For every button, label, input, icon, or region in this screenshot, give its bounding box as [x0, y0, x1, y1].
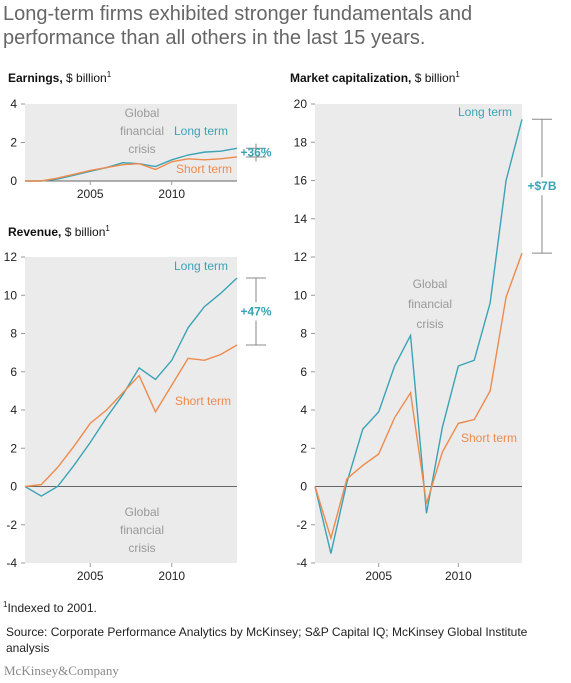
- footnote: 1Indexed to 2001.: [3, 600, 97, 615]
- market_cap-crisis-annotation: Global: [413, 277, 448, 291]
- revenue-xtick-label: 2010: [158, 569, 185, 583]
- footnote-text: Indexed to 2001.: [7, 601, 97, 615]
- earnings-ytick-label: 2: [10, 136, 17, 150]
- earnings-chart: 0 2 4 2005 2010 Global financial crisis Long ter…: [10, 97, 272, 201]
- revenue-title: Revenue, $ billion1: [8, 224, 110, 239]
- market_cap-series-label-long-term: Long term: [458, 105, 512, 119]
- market_cap-ytick-label: 12: [294, 250, 308, 264]
- revenue-series-label-short-term: Short term: [175, 394, 231, 408]
- revenue-ytick-label: 12: [4, 250, 18, 264]
- revenue-chart: -4 -2 0 2 4 6 8 10 12 2005 2010 Global financial cris…: [4, 250, 272, 583]
- market_cap-plot-background: [315, 104, 522, 563]
- market_cap-crisis-annotation: financial: [408, 297, 452, 311]
- revenue-ytick-label: 6: [10, 365, 17, 379]
- revenue-ytick-label: 8: [10, 327, 17, 341]
- market_cap-xtick-label: 2010: [445, 569, 472, 583]
- earnings-series-label-long-term: Long term: [174, 124, 228, 138]
- market_cap-ytick-label: 20: [294, 97, 308, 111]
- revenue-delta-label: +47%: [240, 305, 271, 319]
- revenue-crisis-annotation: Global: [125, 505, 160, 519]
- market_cap-ytick-label: -2: [296, 518, 307, 532]
- market_cap-ytick-label: 6: [300, 365, 307, 379]
- market_cap-ytick-label: -4: [296, 556, 307, 570]
- footnote-marker: 1: [3, 600, 8, 609]
- revenue-ytick-label: -2: [6, 518, 17, 532]
- earnings-ytick-label: 4: [10, 97, 17, 111]
- market-cap-chart: -4 -2 0 2 4 6 8 10 12 14 16 18 20 2005 2010 Global finan…: [294, 97, 557, 583]
- earnings-title: Earnings, $ billion1: [8, 70, 111, 85]
- market_cap-series-short-term-line: [314, 252, 523, 541]
- market_cap-ytick-label: 0: [300, 480, 307, 494]
- market_cap-ytick-label: 4: [300, 403, 307, 417]
- market_cap-ytick-label: 16: [294, 174, 308, 188]
- revenue-ytick-label: 0: [10, 480, 17, 494]
- earnings-crisis-annotation: Global: [125, 106, 160, 120]
- earnings-series-label-short-term: Short term: [176, 162, 232, 176]
- market_cap-ytick-label: 8: [300, 327, 307, 341]
- market_cap-ytick-label: 10: [294, 288, 308, 302]
- market_cap-crisis-annotation: crisis: [416, 317, 443, 331]
- earnings-ytick-label: 0: [10, 174, 17, 188]
- revenue-crisis-annotation: financial: [120, 523, 164, 537]
- page-headline: Long-term firms exhibited stronger funda…: [3, 3, 473, 49]
- revenue-series-long-term-line: [24, 277, 238, 497]
- earnings-series-long-term-line: [25, 147, 238, 182]
- revenue-crisis-annotation: crisis: [128, 541, 155, 555]
- earnings-series-short-term-line: [25, 156, 238, 182]
- earnings-xtick-label: 2005: [77, 187, 104, 201]
- revenue-xtick-label: 2005: [77, 569, 104, 583]
- earnings-xtick-label: 2010: [158, 187, 185, 201]
- revenue-title-sup: 1: [105, 224, 110, 233]
- revenue-ytick-label: 4: [10, 403, 17, 417]
- market_cap-series-long-term-line: [314, 119, 523, 554]
- earnings-crisis-annotation: financial: [120, 124, 164, 138]
- source-note: Source: Corporate Performance Analytics …: [6, 625, 528, 655]
- revenue-ytick-label: 10: [4, 288, 18, 302]
- revenue-ytick-label: -4: [6, 556, 17, 570]
- earnings-plot-background: [25, 104, 237, 181]
- market-cap-title-unit: $ billion: [411, 71, 456, 85]
- earnings-title-sup: 1: [106, 70, 112, 79]
- market_cap-series-label-short-term: Short term: [461, 431, 517, 445]
- earnings-title-bold: Earnings,: [8, 71, 63, 85]
- market_cap-ytick-label: 14: [294, 212, 308, 226]
- revenue-series-label-long-term: Long term: [174, 259, 228, 273]
- market-cap-title-bold: Market capitalization,: [290, 71, 412, 85]
- revenue-title-unit: $ billion: [61, 225, 106, 239]
- market-cap-title-sup: 1: [455, 70, 460, 79]
- revenue-ytick-label: 2: [10, 441, 17, 455]
- earnings-title-unit: $ billion: [62, 71, 107, 85]
- market_cap-ytick-label: 2: [300, 441, 307, 455]
- market_cap-delta-label: +$7B: [527, 179, 556, 193]
- revenue-plot-background: [25, 257, 237, 563]
- market_cap-xtick-label: 2005: [365, 569, 392, 583]
- brand-logo: McKinsey&Company: [4, 663, 119, 678]
- market-cap-title: Market capitalization, $ billion1: [290, 70, 460, 85]
- earnings-delta-label: +36%: [240, 146, 271, 160]
- revenue-series-short-term-line: [24, 344, 238, 488]
- revenue-title-bold: Revenue,: [8, 225, 62, 239]
- market_cap-ytick-label: 18: [294, 135, 308, 149]
- earnings-crisis-annotation: crisis: [128, 142, 155, 156]
